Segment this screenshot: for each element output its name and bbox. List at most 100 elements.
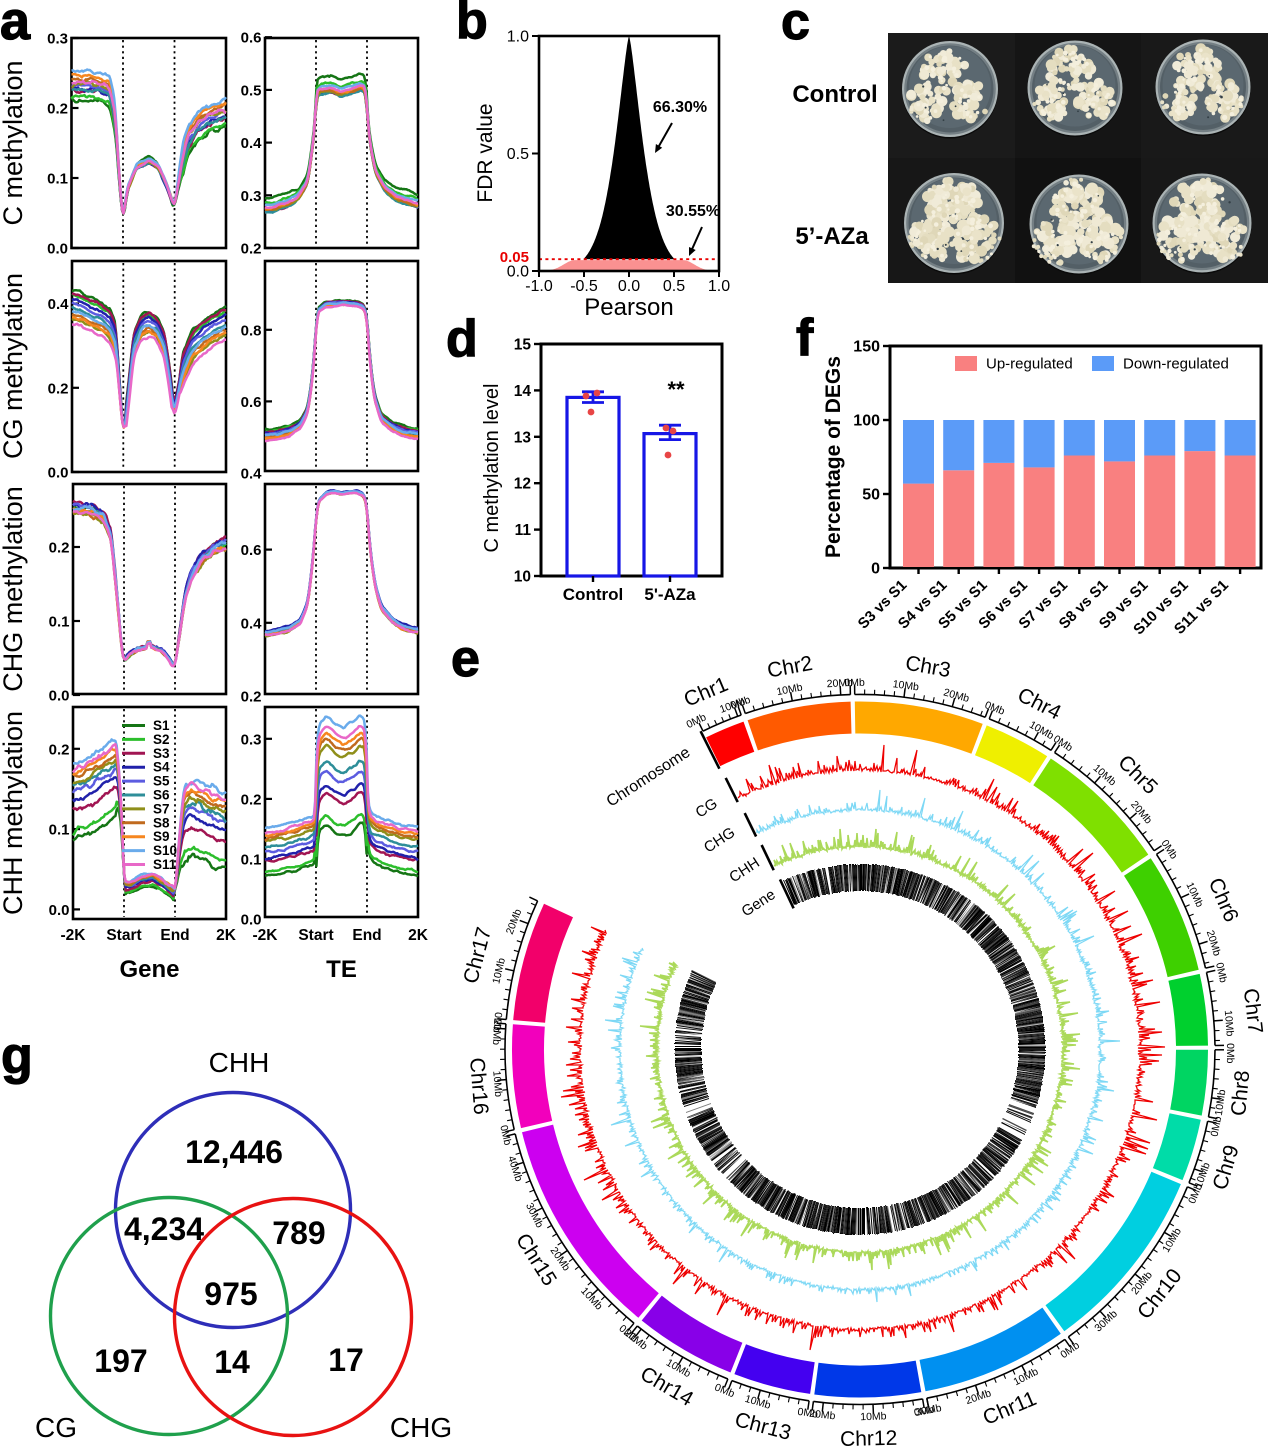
- svg-text:30Mb: 30Mb: [915, 1402, 943, 1419]
- svg-text:S2: S2: [153, 732, 170, 747]
- svg-text:10Mb: 10Mb: [1222, 1010, 1236, 1037]
- svg-text:30.55%: 30.55%: [666, 203, 720, 220]
- svg-text:12: 12: [514, 476, 531, 493]
- svg-text:0Mb: 0Mb: [844, 677, 865, 689]
- svg-text:End: End: [160, 927, 189, 944]
- svg-text:CHH: CHH: [209, 1047, 270, 1078]
- svg-text:0Mb: 0Mb: [1209, 1115, 1225, 1138]
- svg-text:150: 150: [853, 339, 880, 356]
- svg-text:0.3: 0.3: [241, 731, 262, 748]
- svg-text:0.4: 0.4: [241, 466, 263, 483]
- svg-text:S9: S9: [153, 829, 170, 844]
- svg-text:b: b: [456, 0, 488, 50]
- svg-text:789: 789: [272, 1215, 325, 1251]
- svg-text:0.2: 0.2: [49, 540, 70, 557]
- svg-text:Start: Start: [298, 927, 333, 944]
- svg-text:0.4: 0.4: [241, 615, 263, 632]
- svg-text:CHG: CHG: [390, 1412, 452, 1443]
- svg-text:0: 0: [871, 561, 880, 578]
- svg-text:20Mb: 20Mb: [490, 1018, 504, 1045]
- svg-text:**: **: [667, 377, 685, 402]
- svg-text:0.1: 0.1: [47, 171, 68, 188]
- svg-text:0Mb: 0Mb: [490, 1012, 504, 1034]
- svg-text:197: 197: [94, 1343, 147, 1379]
- svg-text:Gene: Gene: [119, 956, 179, 983]
- svg-text:-2K: -2K: [253, 927, 279, 944]
- svg-text:0.0: 0.0: [47, 241, 68, 258]
- svg-text:10Mb: 10Mb: [860, 1410, 887, 1423]
- svg-text:0Mb: 0Mb: [1213, 961, 1229, 984]
- svg-text:4,234: 4,234: [124, 1211, 204, 1247]
- svg-text:0.3: 0.3: [241, 188, 262, 205]
- svg-text:0.5: 0.5: [507, 146, 529, 163]
- svg-text:0Mb: 0Mb: [1224, 1043, 1236, 1064]
- svg-text:0.0: 0.0: [618, 278, 640, 295]
- svg-text:0.0: 0.0: [241, 912, 262, 929]
- svg-text:15: 15: [514, 337, 532, 354]
- svg-text:0.1: 0.1: [241, 852, 262, 869]
- svg-text:Down-regulated: Down-regulated: [1123, 356, 1229, 373]
- svg-text:e: e: [451, 630, 480, 688]
- svg-text:10Mb: 10Mb: [892, 678, 920, 693]
- svg-text:Control: Control: [792, 81, 877, 108]
- svg-text:0.5: 0.5: [241, 82, 262, 99]
- svg-text:S10: S10: [153, 843, 177, 858]
- svg-text:11: 11: [515, 522, 532, 539]
- svg-text:S8: S8: [153, 815, 170, 830]
- svg-text:0.2: 0.2: [241, 791, 262, 808]
- svg-text:12,446: 12,446: [185, 1134, 283, 1170]
- svg-text:20Mb: 20Mb: [809, 1408, 837, 1423]
- svg-text:10Mb: 10Mb: [490, 957, 508, 985]
- svg-text:0.6: 0.6: [241, 542, 262, 559]
- svg-text:14: 14: [514, 383, 532, 400]
- svg-text:d: d: [446, 310, 478, 368]
- svg-text:a: a: [0, 0, 31, 51]
- svg-text:10: 10: [514, 569, 531, 586]
- svg-text:10Mb: 10Mb: [490, 1070, 504, 1097]
- svg-text:0.0: 0.0: [49, 902, 70, 919]
- svg-text:-2K: -2K: [61, 927, 87, 944]
- svg-text:Chr12: Chr12: [840, 1427, 898, 1448]
- svg-text:10Mb: 10Mb: [1213, 1089, 1228, 1117]
- svg-text:f: f: [796, 309, 814, 367]
- svg-text:TE: TE: [326, 956, 357, 983]
- svg-text:0.05: 0.05: [500, 249, 529, 266]
- svg-text:0.0: 0.0: [48, 465, 69, 482]
- svg-text:2K: 2K: [216, 927, 237, 944]
- svg-text:66.30%: 66.30%: [653, 99, 707, 116]
- svg-text:Chr16: Chr16: [465, 1057, 492, 1116]
- svg-text:FDR value: FDR value: [474, 103, 497, 202]
- svg-text:Control: Control: [563, 585, 623, 604]
- svg-text:-0.5: -0.5: [570, 278, 598, 295]
- svg-text:0.0: 0.0: [507, 264, 529, 281]
- svg-text:S1: S1: [153, 718, 170, 733]
- svg-text:0.4: 0.4: [241, 135, 263, 152]
- svg-text:0.4: 0.4: [48, 296, 70, 313]
- svg-text:0.1: 0.1: [49, 822, 70, 839]
- svg-text:0Mb: 0Mb: [913, 1404, 935, 1419]
- svg-text:CHH methylation: CHH methylation: [0, 711, 28, 915]
- svg-text:0.6: 0.6: [241, 394, 262, 411]
- svg-text:S6: S6: [153, 788, 170, 803]
- svg-text:0Mb: 0Mb: [797, 1406, 819, 1421]
- svg-text:CG methylation: CG methylation: [0, 273, 28, 459]
- svg-text:End: End: [352, 927, 381, 944]
- svg-text:S5: S5: [153, 774, 170, 789]
- svg-text:0.1: 0.1: [49, 614, 70, 631]
- svg-text:S4: S4: [153, 760, 170, 775]
- svg-text:0.3: 0.3: [47, 31, 68, 48]
- svg-text:5’-AZa: 5’-AZa: [795, 223, 869, 250]
- svg-text:5'-AZa: 5'-AZa: [644, 585, 696, 604]
- svg-text:0.8: 0.8: [241, 322, 262, 339]
- svg-text:1.0: 1.0: [708, 278, 730, 295]
- svg-text:CG: CG: [35, 1412, 77, 1443]
- svg-text:Percentage of DEGs: Percentage of DEGs: [822, 356, 845, 558]
- svg-text:-1.0: -1.0: [525, 278, 553, 295]
- svg-text:975: 975: [204, 1276, 257, 1312]
- svg-text:C methylation: C methylation: [0, 60, 28, 225]
- svg-text:17: 17: [328, 1342, 364, 1378]
- svg-text:0.2: 0.2: [241, 689, 262, 706]
- svg-text:0.2: 0.2: [48, 380, 69, 397]
- svg-text:10Mb: 10Mb: [775, 681, 803, 698]
- svg-text:S7: S7: [153, 801, 170, 816]
